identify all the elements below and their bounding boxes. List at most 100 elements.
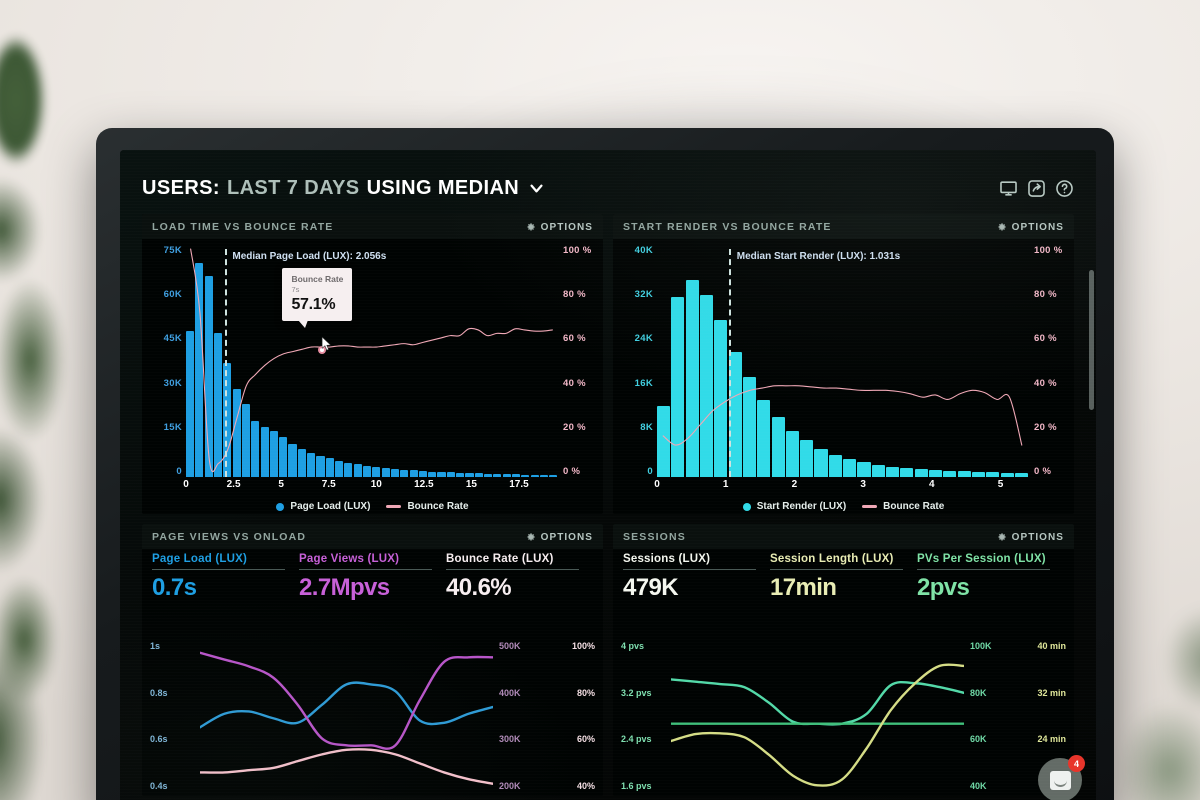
spark-y-axis-right: 100K 40 min 80K 32 min 60K 24 min 40K — [970, 641, 1066, 791]
axis-tick: 30K — [163, 377, 182, 389]
monitor-icon[interactable] — [999, 179, 1018, 198]
x-axis-tick: 2 — [791, 479, 798, 490]
bar — [316, 455, 325, 477]
axis-tick: 20 % — [1034, 421, 1057, 433]
metric-card[interactable]: Page Views (LUX) 2.7Mpvs — [299, 553, 446, 602]
panel-title: START RENDER VS BOUNCE RATE — [623, 221, 832, 233]
bar — [957, 471, 971, 477]
panel-sessions: SESSIONS OPTIONS Sessions (LUX) 479K — [613, 524, 1074, 796]
share-icon[interactable] — [1027, 179, 1046, 198]
axis-tick: 100 % — [563, 245, 592, 256]
bar — [353, 464, 362, 477]
bar — [269, 431, 278, 477]
bar — [372, 466, 381, 477]
legend-item[interactable]: Page Load (LUX) — [276, 501, 370, 512]
bar — [828, 455, 842, 477]
legend-dot-icon — [276, 502, 285, 511]
bar — [260, 426, 269, 477]
x-axis-tick: 0 — [183, 479, 189, 490]
vertical-scrollbar[interactable] — [1089, 270, 1094, 410]
axis-tick: 15K — [163, 421, 182, 433]
bar — [409, 470, 418, 477]
legend-item[interactable]: Bounce Rate — [862, 501, 944, 512]
title-aggregation: USING MEDIAN — [366, 176, 520, 199]
axis-tick: 0.6s — [150, 734, 168, 745]
metric-card[interactable]: Sessions (LUX) 479K — [623, 553, 770, 602]
page-title[interactable]: USERS: LAST 7 DAYS USING MEDIAN — [142, 177, 545, 200]
axis-tick: 20 % — [563, 421, 586, 433]
axis-tick: 60K — [163, 289, 182, 301]
bar — [279, 437, 288, 477]
axis-tick: 40 % — [563, 377, 586, 389]
panel-header: LOAD TIME VS BOUNCE RATE OPTIONS — [142, 214, 603, 239]
x-axis-tick: 12.5 — [414, 479, 434, 490]
bar — [757, 400, 771, 477]
axis-tick-row: 40K — [970, 781, 1066, 791]
gear-icon — [997, 222, 1007, 232]
axis-tick: 8K — [640, 421, 653, 433]
chart-legend: Start Render (LUX) Bounce Rate — [613, 501, 1074, 512]
options-button-page-views[interactable]: OPTIONS — [526, 532, 593, 543]
legend-line-icon — [862, 505, 878, 508]
metric-value: 40.6% — [446, 574, 512, 601]
bar — [843, 458, 857, 477]
y-axis-left-labels: 40K 32K 24K 16K 8K 0 — [619, 245, 653, 477]
axis-tick: 300K — [499, 734, 521, 745]
legend-item[interactable]: Bounce Rate — [386, 501, 469, 512]
metric-label: Sessions (LUX) — [623, 553, 711, 565]
bar — [400, 469, 409, 477]
median-line — [729, 249, 732, 477]
axis-tick-row: 300K 60% — [499, 734, 595, 744]
gear-icon — [526, 222, 536, 232]
axis-tick-row: 400K 80% — [499, 688, 595, 698]
x-axis-labels: 0 2.5 5 7.5 10 12.5 15 17.5 — [183, 479, 557, 493]
metric-card[interactable]: PVs Per Session (LUX) 2pvs — [917, 553, 1064, 602]
bar — [465, 473, 474, 477]
metric-card[interactable]: Session Length (LUX) 17min — [770, 553, 917, 602]
spark-svg — [671, 637, 964, 795]
bar — [657, 405, 671, 477]
metric-card[interactable]: Bounce Rate (LUX) 40.6% — [446, 553, 593, 602]
bar — [428, 471, 437, 477]
axis-tick: 80% — [576, 687, 595, 698]
x-axis-tick: 15 — [465, 479, 477, 490]
metric-value: 2pvs — [917, 574, 970, 601]
options-button-sessions[interactable]: OPTIONS — [997, 532, 1064, 543]
bar — [714, 320, 728, 477]
axis-tick: 80 % — [563, 289, 586, 301]
legend-label: Bounce Rate — [407, 501, 469, 512]
spark-y-axis-right: 500K 100% 400K 80% 300K 60% 200K 40% — [499, 641, 595, 791]
x-axis-tick: 3 — [860, 479, 866, 490]
options-button-start-render[interactable]: OPTIONS — [997, 222, 1064, 233]
title-range: LAST 7 DAYS — [226, 176, 360, 199]
bar — [325, 458, 334, 477]
bar — [297, 449, 306, 477]
panel-header: SESSIONS OPTIONS — [613, 524, 1074, 549]
bar — [871, 465, 885, 477]
metric-card[interactable]: Page Load (LUX) 0.7s — [152, 553, 299, 602]
tooltip-title: Bounce Rate — [291, 274, 344, 285]
options-button-load-time[interactable]: OPTIONS — [526, 222, 593, 233]
axis-tick-row: 100K 40 min — [970, 641, 1066, 651]
bar — [671, 297, 685, 477]
bar — [195, 262, 204, 477]
bar — [800, 439, 814, 477]
median-line — [224, 249, 227, 477]
metric-label: Page Views (LUX) — [299, 553, 400, 565]
axis-tick: 24K — [634, 333, 653, 345]
axis-tick: 80 % — [1034, 289, 1057, 301]
metric-value: 17min — [770, 574, 837, 601]
chat-widget-button[interactable]: 4 — [1038, 755, 1085, 800]
bar — [986, 472, 1000, 477]
chevron-down-icon[interactable] — [528, 180, 545, 197]
median-label: Median Start Render (LUX): 1.031s — [736, 251, 901, 262]
spark-y-axis-left: 1s 0.8s 0.6s 0.4s — [150, 641, 198, 791]
legend-item[interactable]: Start Render (LUX) — [742, 501, 846, 512]
axis-tick: 32 min — [1037, 687, 1066, 698]
metric-row: Page Load (LUX) 0.7s Page Views (LUX) 2.… — [142, 549, 603, 602]
help-icon[interactable] — [1055, 179, 1074, 198]
legend-label: Page Load (LUX) — [290, 501, 371, 512]
metric-divider — [917, 569, 1050, 570]
axis-tick-row: 200K 40% — [499, 781, 595, 791]
